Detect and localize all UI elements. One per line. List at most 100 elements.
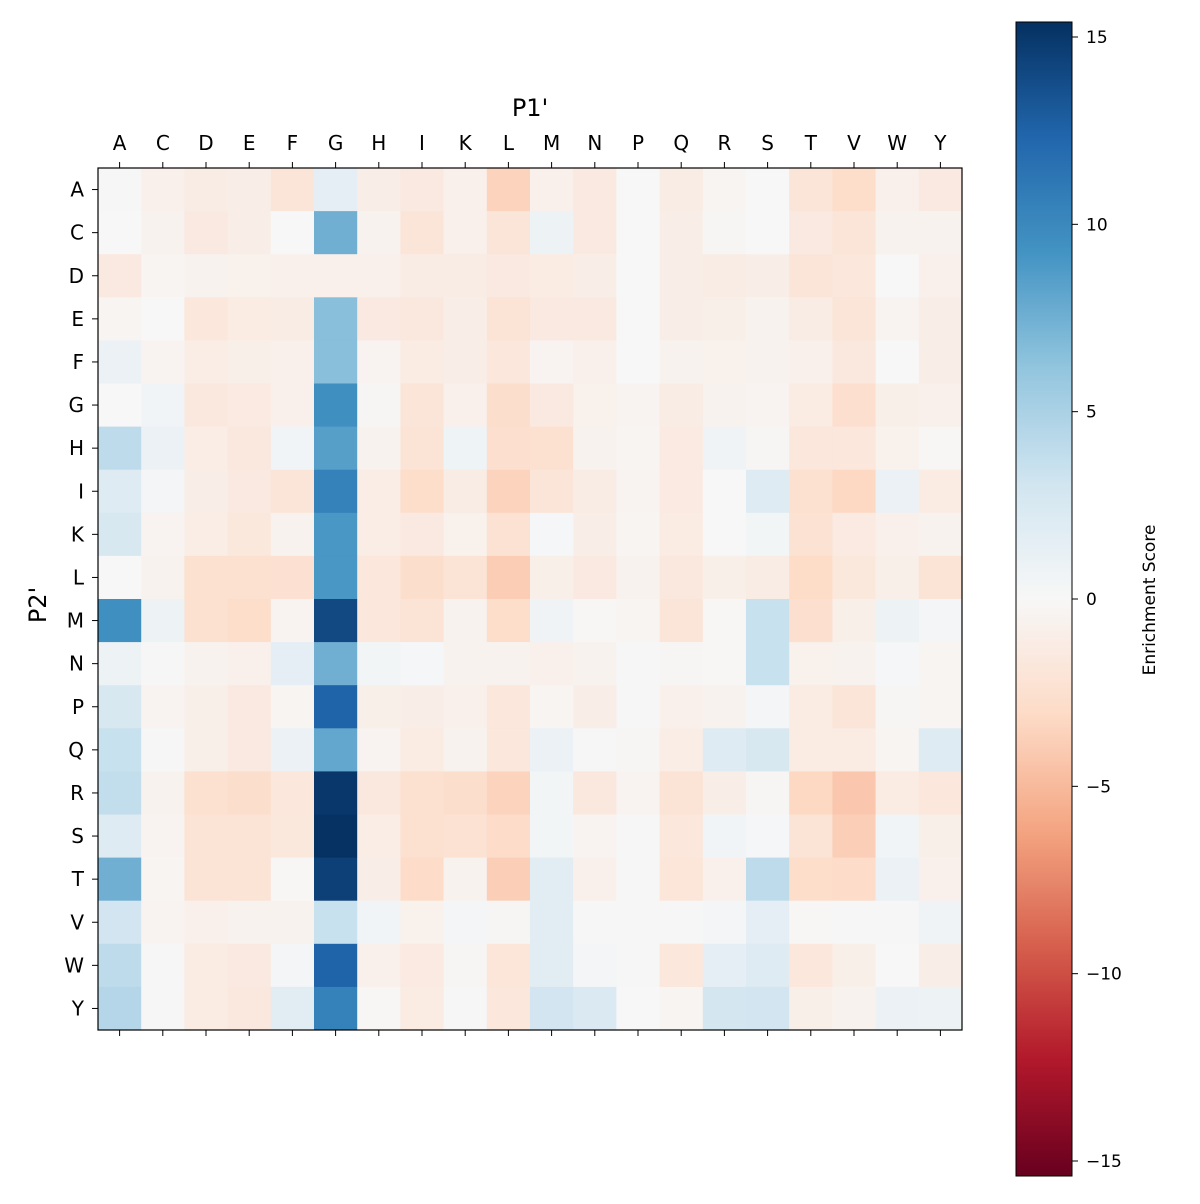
heatmap-cell-I-W: [875, 469, 920, 514]
heatmap-cell-G-P: [616, 383, 661, 428]
heatmap-cell-C-T: [789, 211, 833, 255]
heatmap-cell-A-H: [357, 168, 401, 212]
y-tick-label: C: [70, 221, 84, 245]
heatmap-cell-W-K: [443, 943, 488, 988]
heatmap-cell-W-T: [789, 943, 833, 988]
heatmap-cell-E-S: [746, 297, 790, 341]
heatmap-cell-A-I: [400, 168, 445, 212]
heatmap-cell-G-G: [314, 383, 358, 428]
heatmap-cell-E-T: [789, 297, 833, 341]
heatmap-cell-E-W: [875, 297, 920, 341]
heatmap-cells: [98, 168, 963, 1031]
y-tick-label: I: [78, 479, 84, 503]
x-tick-label: C: [156, 131, 170, 155]
y-tick-label: F: [72, 350, 84, 374]
heatmap-cell-Y-H: [357, 986, 401, 1031]
heatmap-cell-N-L: [486, 642, 531, 686]
heatmap-cell-S-K: [443, 814, 488, 859]
heatmap-cell-P-G: [314, 685, 358, 729]
heatmap-cell-L-W: [875, 555, 920, 600]
heatmap-cell-Q-V: [832, 728, 877, 772]
heatmap-cell-Q-N: [573, 728, 617, 772]
heatmap-cell-G-Y: [918, 383, 963, 428]
heatmap-cell-E-N: [573, 297, 617, 341]
heatmap-cell-F-H: [357, 340, 401, 384]
heatmap-cell-G-N: [573, 383, 617, 428]
heatmap-cell-S-C: [141, 814, 185, 859]
heatmap-cell-M-N: [573, 599, 617, 643]
heatmap-cell-W-H: [357, 943, 401, 988]
heatmap-cell-T-G: [314, 857, 358, 902]
heatmap-cell-E-D: [184, 297, 229, 341]
heatmap-cell-F-R: [702, 340, 747, 384]
colorbar-tick-label: −5: [1086, 777, 1111, 797]
heatmap-cell-I-H: [357, 469, 401, 514]
colorbar-tick-label: 10: [1086, 215, 1108, 235]
heatmap-cell-V-A: [98, 900, 142, 945]
heatmap-cell-N-C: [141, 642, 185, 686]
heatmap-cell-Q-P: [616, 728, 661, 772]
heatmap-cell-W-M: [530, 943, 574, 988]
heatmap-cell-S-R: [702, 814, 747, 859]
heatmap-cell-D-E: [227, 254, 272, 298]
heatmap-cell-M-G: [314, 599, 358, 643]
heatmap-cell-T-H: [357, 857, 401, 902]
heatmap-cell-K-I: [400, 512, 445, 557]
heatmap-cell-F-M: [530, 340, 574, 384]
heatmap-cell-P-I: [400, 685, 445, 729]
heatmap-cell-S-G: [314, 814, 358, 859]
heatmap-cell-C-P: [616, 211, 661, 255]
heatmap-cell-F-I: [400, 340, 445, 384]
heatmap-cell-Q-S: [746, 728, 790, 772]
heatmap-cell-K-S: [746, 512, 790, 557]
x-tick-label: D: [198, 131, 213, 155]
heatmap-cell-E-C: [141, 297, 185, 341]
heatmap-cell-G-D: [184, 383, 229, 428]
heatmap-cell-W-A: [98, 943, 142, 988]
heatmap-cell-D-N: [573, 254, 617, 298]
heatmap-cell-P-F: [270, 685, 315, 729]
heatmap-cell-R-T: [789, 771, 833, 815]
heatmap-cell-P-Q: [659, 685, 704, 729]
heatmap-cell-R-K: [443, 771, 488, 815]
heatmap-cell-S-P: [616, 814, 661, 859]
heatmap-cell-K-L: [486, 512, 531, 557]
heatmap-cell-Q-Y: [918, 728, 963, 772]
heatmap-cell-V-K: [443, 900, 488, 945]
heatmap-cell-V-S: [746, 900, 790, 945]
heatmap-cell-A-A: [98, 168, 142, 212]
heatmap-cell-K-M: [530, 512, 574, 557]
heatmap-cell-M-D: [184, 599, 229, 643]
heatmap-cell-W-Q: [659, 943, 704, 988]
heatmap-cell-C-A: [98, 211, 142, 255]
heatmap-cell-P-C: [141, 685, 185, 729]
heatmap-cell-E-Q: [659, 297, 704, 341]
heatmap-cell-F-N: [573, 340, 617, 384]
y-tick-label: L: [73, 565, 85, 589]
heatmap-cell-M-A: [98, 599, 142, 643]
heatmap-cell-L-H: [357, 555, 401, 600]
heatmap-cell-V-Y: [918, 900, 963, 945]
heatmap-cell-W-Y: [918, 943, 963, 988]
heatmap-cell-M-C: [141, 599, 185, 643]
y-tick-label: D: [69, 264, 84, 288]
heatmap-cell-M-F: [270, 599, 315, 643]
heatmap-cell-Y-F: [270, 986, 315, 1031]
y-tick-label: K: [71, 522, 85, 546]
y-tick-label: T: [71, 867, 85, 891]
heatmap-cell-M-M: [530, 599, 574, 643]
heatmap-cell-A-M: [530, 168, 574, 212]
heatmap-cell-D-G: [314, 254, 358, 298]
heatmap-cell-F-T: [789, 340, 833, 384]
heatmap-cell-G-E: [227, 383, 272, 428]
heatmap-cell-C-R: [702, 211, 747, 255]
heatmap-cell-A-V: [832, 168, 877, 212]
heatmap-cell-T-M: [530, 857, 574, 902]
heatmap-cell-N-A: [98, 642, 142, 686]
heatmap-cell-F-E: [227, 340, 272, 384]
y-tick-label: H: [69, 436, 84, 460]
heatmap-cell-H-F: [270, 426, 315, 471]
heatmap-cell-V-E: [227, 900, 272, 945]
heatmap-cell-L-K: [443, 555, 488, 600]
heatmap-cell-W-N: [573, 943, 617, 988]
